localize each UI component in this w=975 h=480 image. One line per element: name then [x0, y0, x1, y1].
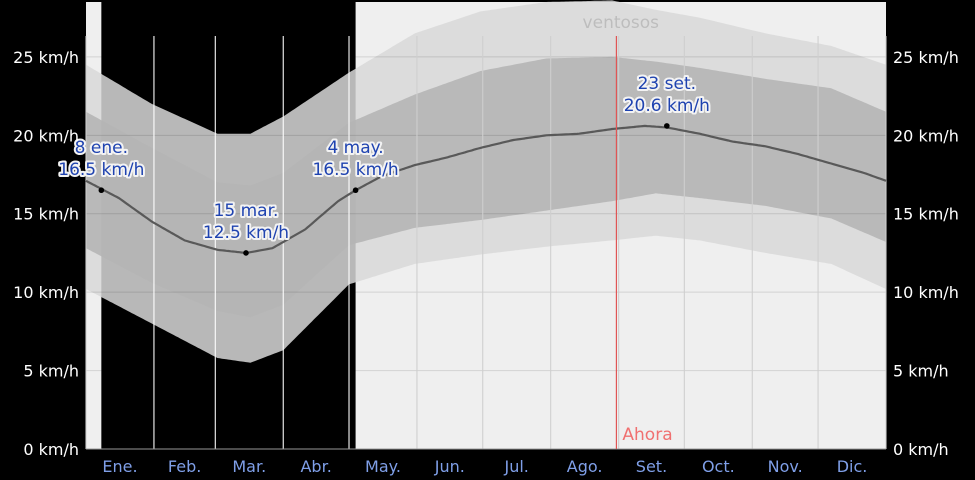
annotation-point — [98, 187, 105, 194]
annotation-point — [352, 187, 359, 194]
month-label: Nov. — [768, 457, 803, 476]
month-label: Ene. — [102, 457, 137, 476]
annotations: 8 ene.16.5 km/h15 mar.12.5 km/h4 may.16.… — [56, 72, 712, 256]
annotation-value: 12.5 km/h — [203, 223, 289, 243]
x-axis: Ene. Feb. Mar. Abr. May. Jun. Jul. Ago. Set. Oct.… — [102, 457, 867, 476]
annotation-date: 15 mar. — [214, 201, 279, 221]
month-label: Jul. — [503, 457, 528, 476]
annotation-point — [664, 123, 670, 129]
annotation-date: 23 set. — [638, 74, 696, 94]
month-label: Set. — [636, 457, 667, 476]
y-tick-label-right: 20 km/h — [893, 126, 959, 145]
y-axis-left: 0 km/h 5 km/h 10 km/h 15 km/h 20 km/h 25 km/h — [13, 48, 79, 459]
month-label: Jun. — [434, 457, 465, 476]
annotation-value: 20.6 km/h — [624, 96, 710, 116]
y-tick-label-right: 10 km/h — [893, 283, 959, 302]
y-tick-label-left: 10 km/h — [13, 283, 79, 302]
now-label: Ahora — [622, 425, 672, 445]
y-tick-label-right: 15 km/h — [893, 205, 959, 224]
grid-lines — [85, 36, 887, 450]
annotation-value: 16.5 km/h — [313, 160, 399, 180]
annotation-value: 16.5 km/h — [58, 160, 144, 180]
y-tick-label-right: 5 km/h — [893, 362, 949, 381]
now-marker: Ahora — [615, 36, 673, 449]
month-label: Abr. — [300, 457, 331, 476]
annotation-point — [243, 250, 249, 256]
band-inner — [86, 56, 886, 318]
percentile-bands — [86, 0, 886, 363]
y-tick-label-left: 0 km/h — [23, 440, 79, 459]
month-label: Ago. — [567, 457, 603, 476]
average-line — [85, 124, 887, 255]
y-tick-label-left: 25 km/h — [13, 48, 79, 67]
month-label: Oct. — [702, 457, 735, 476]
y-tick-label-left: 20 km/h — [13, 126, 79, 145]
average-series — [85, 124, 887, 255]
annotation-date: 8 ene. — [75, 138, 128, 158]
month-label: May. — [365, 457, 401, 476]
y-tick-label-right: 25 km/h — [893, 48, 959, 67]
annotation-date: 4 may. — [327, 138, 383, 158]
y-tick-label-left: 15 km/h — [13, 205, 79, 224]
y-tick-label-right: 0 km/h — [893, 440, 949, 459]
y-tick-label-left: 5 km/h — [23, 362, 79, 381]
month-label: Mar. — [232, 457, 266, 476]
month-label: Feb. — [168, 457, 201, 476]
month-label: Dic. — [837, 457, 868, 476]
y-axis-right: 0 km/h 5 km/h 10 km/h 15 km/h 20 km/h 25 km/h — [893, 48, 959, 459]
